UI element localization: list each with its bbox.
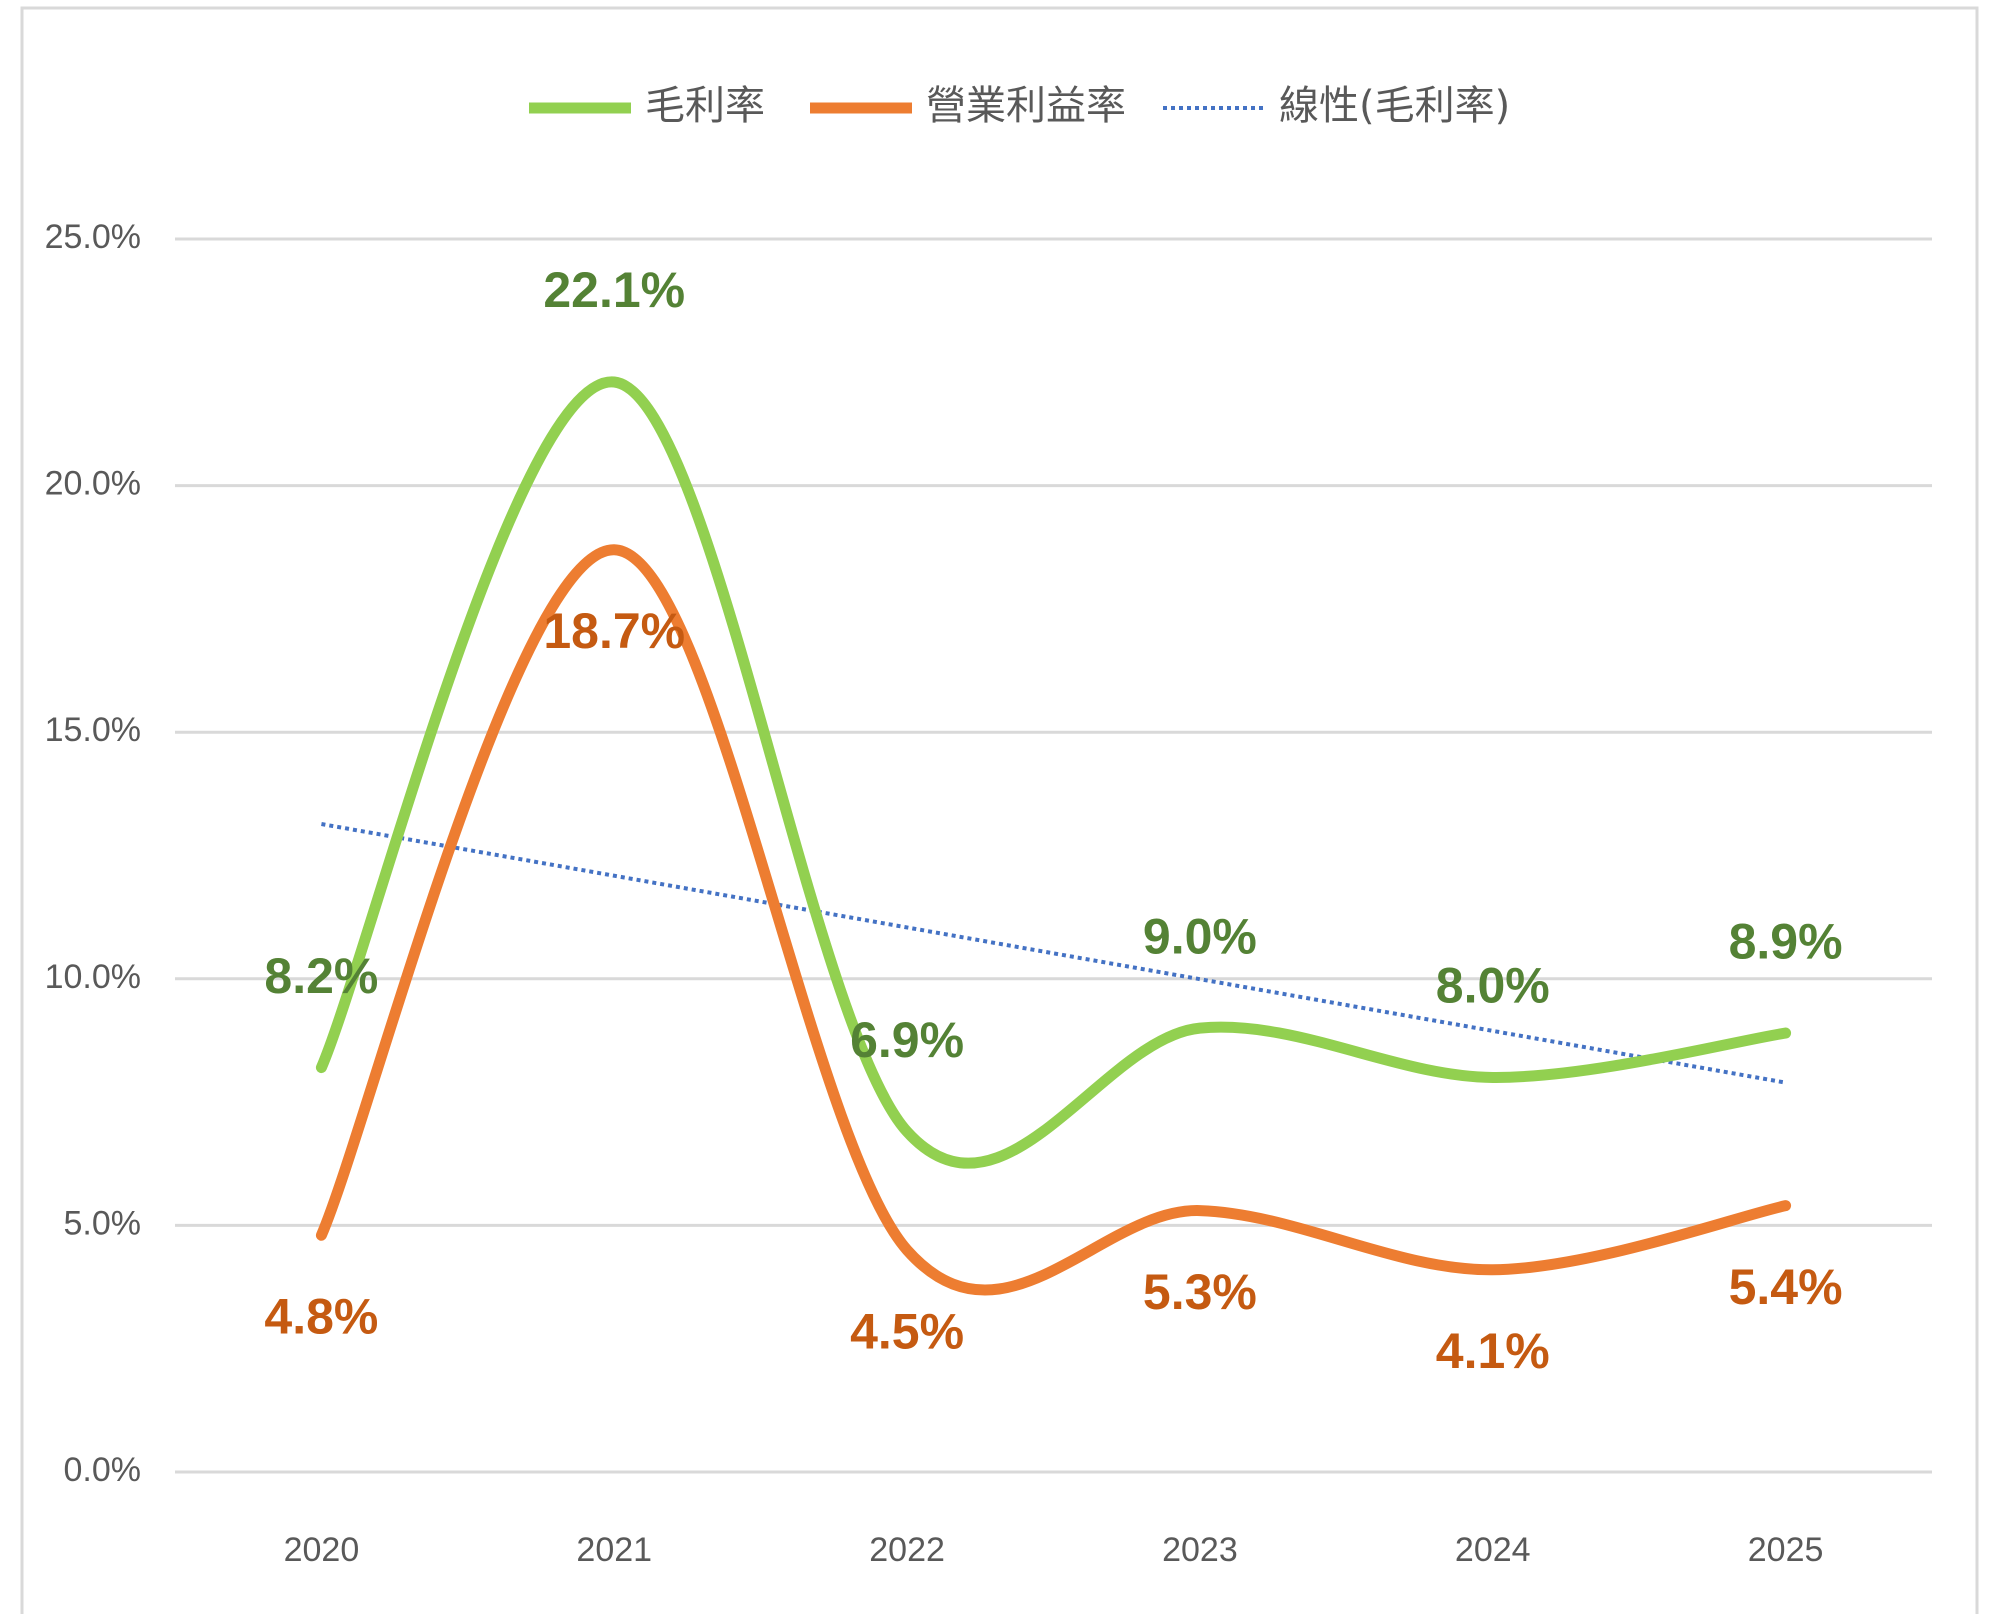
legend-label: 毛利率 bbox=[645, 83, 765, 129]
x-tick-label: 2025 bbox=[1748, 1531, 1824, 1569]
data-label: 4.8% bbox=[264, 1288, 378, 1344]
y-tick-label: 0.0% bbox=[64, 1451, 142, 1489]
data-label: 8.2% bbox=[264, 948, 378, 1004]
data-label: 4.5% bbox=[850, 1303, 964, 1359]
y-tick-label: 20.0% bbox=[45, 465, 141, 503]
data-label: 5.3% bbox=[1143, 1264, 1257, 1320]
x-tick-label: 2023 bbox=[1162, 1531, 1238, 1569]
data-label: 8.0% bbox=[1436, 958, 1550, 1014]
y-tick-label: 15.0% bbox=[45, 711, 141, 749]
series-line bbox=[315, 376, 1792, 1169]
chart-frame bbox=[20, 6, 1979, 1614]
y-tick-label: 10.0% bbox=[45, 958, 141, 996]
data-label: 9.0% bbox=[1143, 908, 1257, 964]
x-tick-label: 2022 bbox=[869, 1531, 945, 1569]
y-tick-label: 25.0% bbox=[45, 218, 141, 256]
data-label: 18.7% bbox=[543, 603, 685, 659]
y-tick-label: 5.0% bbox=[64, 1204, 142, 1242]
legend-label: 營業利益率 bbox=[926, 83, 1126, 129]
data-label: 22.1% bbox=[543, 262, 685, 318]
series-line bbox=[315, 544, 1792, 1296]
data-label: 5.4% bbox=[1729, 1259, 1843, 1315]
x-tick-label: 2020 bbox=[284, 1531, 360, 1569]
x-tick-label: 2021 bbox=[576, 1531, 652, 1569]
x-tick-label: 2024 bbox=[1455, 1531, 1531, 1569]
data-label: 8.9% bbox=[1729, 913, 1843, 969]
legend-label: 線性(毛利率) bbox=[1279, 83, 1510, 129]
data-label: 4.1% bbox=[1436, 1323, 1550, 1379]
data-label: 6.9% bbox=[850, 1012, 964, 1068]
